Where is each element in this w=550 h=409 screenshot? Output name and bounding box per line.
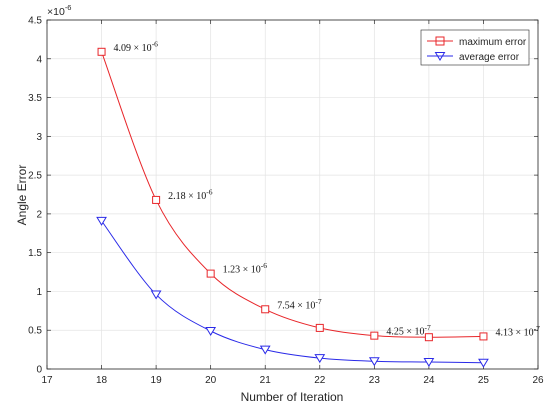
data-point-average: [205, 326, 217, 336]
data-point-average: [96, 216, 107, 226]
y-tick-label: 2: [36, 209, 42, 220]
x-tick-label: 25: [478, 375, 490, 386]
x-tick-label: 26: [532, 375, 544, 386]
y-tick-label: 0.5: [28, 326, 42, 337]
data-point-average: [478, 358, 489, 368]
data-label: 4.09 × 10-6: [114, 39, 159, 54]
x-axis-label: Number of Iteration: [241, 390, 344, 404]
data-label: 7.54 × 10-7: [277, 297, 322, 312]
data-point-maximum: [315, 323, 324, 332]
y-axis-exponent: ×10-6: [47, 3, 71, 18]
data-point-maximum: [206, 269, 215, 278]
plot-area: [47, 20, 538, 369]
data-label: 1.23 × 10-6: [223, 261, 268, 276]
data-point-maximum: [152, 195, 161, 204]
x-tick-label: 19: [151, 375, 163, 386]
y-tick-label: 1.5: [28, 248, 42, 259]
legend-marker-average: [434, 52, 446, 61]
data-point-maximum: [479, 332, 488, 341]
data-point-average: [150, 290, 162, 300]
data-label: 2.18 × 10-6: [168, 187, 213, 202]
legend-label-maximum: maximum error: [459, 37, 527, 48]
data-point-maximum: [97, 47, 106, 56]
data-point-average: [314, 354, 326, 364]
data-point-maximum: [424, 333, 433, 342]
x-tick-label: 22: [314, 375, 326, 386]
data-point-average: [259, 345, 271, 355]
y-tick-label: 4.5: [28, 16, 42, 27]
legend: maximum error average error: [420, 29, 530, 66]
y-tick-label: 1: [36, 287, 42, 298]
data-label: 4.25 × 10-7: [386, 323, 431, 338]
y-tick-label: 0: [36, 365, 42, 376]
data-point-average: [368, 357, 380, 367]
data-point-average: [423, 358, 435, 367]
data-point-maximum: [261, 305, 270, 314]
y-tick-label: 2.5: [28, 171, 42, 182]
x-tick-label: 24: [423, 375, 435, 386]
x-tick-label: 17: [41, 375, 53, 386]
y-axis-label: Angle Error: [15, 165, 29, 226]
data-label: 4.13 × 10-7: [495, 324, 540, 339]
annotations: 4.09 × 10-6 2.18 × 10-6 1.23 × 10-6 7.54 × …: [114, 39, 541, 338]
x-tick-label: 21: [260, 375, 272, 386]
x-tick-label: 23: [369, 375, 381, 386]
y-tick-label: 4: [36, 54, 42, 65]
legend-marker-maximum: [435, 36, 445, 46]
series-group: [96, 47, 489, 368]
y-tick-label: 3: [36, 132, 42, 143]
legend-label-average: average error: [459, 52, 520, 63]
x-tick-label: 20: [205, 375, 217, 386]
y-tick-label: 3.5: [28, 93, 42, 104]
data-point-maximum: [370, 331, 379, 340]
axes-box: [46, 19, 539, 370]
axis-ticks: 17 18 19 20 21 22 23 24 25 26 0 0.5 1 1.5 2 2.5 3 3.5 4 4.5: [28, 16, 544, 387]
x-tick-label: 18: [96, 375, 108, 386]
